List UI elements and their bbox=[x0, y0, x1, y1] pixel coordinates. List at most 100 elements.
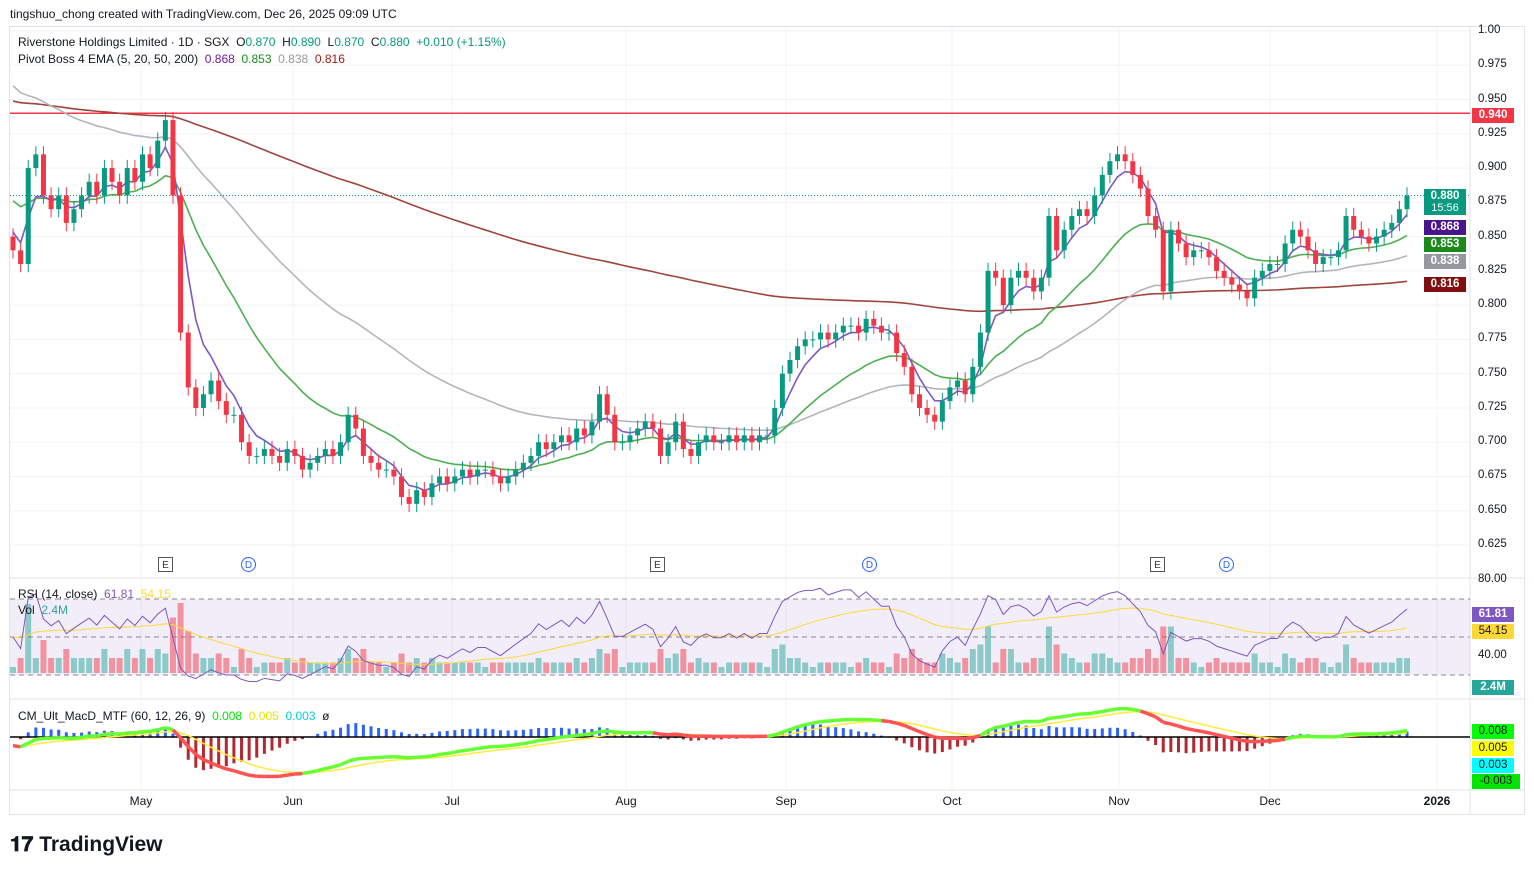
macd-histogram-bar bbox=[514, 730, 518, 738]
macd-histogram-bar bbox=[1108, 727, 1112, 738]
candle bbox=[635, 428, 641, 436]
ema20-value: 0.853 bbox=[241, 52, 272, 66]
candle bbox=[703, 435, 709, 443]
volume-bar bbox=[436, 662, 443, 673]
macd-line-segment bbox=[888, 719, 898, 725]
macd-line-segment bbox=[454, 748, 463, 754]
macd-line-segment bbox=[332, 763, 342, 769]
macd-line-segment bbox=[599, 729, 608, 734]
candle bbox=[711, 435, 717, 443]
macd-line-segment bbox=[835, 717, 844, 723]
volume-bar bbox=[680, 649, 687, 673]
candle bbox=[117, 181, 123, 196]
dividend-marker[interactable]: D bbox=[241, 557, 256, 572]
volume-bar bbox=[200, 658, 207, 673]
candle bbox=[1275, 264, 1281, 266]
macd-histogram-bar bbox=[872, 733, 876, 738]
volume-bar bbox=[109, 658, 116, 673]
candle bbox=[840, 325, 846, 333]
volume-bar bbox=[581, 662, 588, 673]
volume-bar bbox=[1030, 658, 1037, 673]
macd-histogram-bar bbox=[64, 732, 68, 738]
volume-bar bbox=[63, 649, 70, 673]
ema5-line bbox=[12, 145, 1408, 492]
volume-bar bbox=[939, 653, 946, 673]
candle bbox=[178, 195, 184, 333]
price-tick: 0.825 bbox=[1478, 263, 1507, 276]
macd-line-segment bbox=[104, 732, 113, 737]
candle bbox=[734, 435, 740, 443]
candle bbox=[597, 394, 603, 422]
volume-bar bbox=[1000, 649, 1007, 673]
volume-bar bbox=[908, 649, 915, 673]
macd-histogram-bar bbox=[499, 730, 503, 738]
candle bbox=[18, 250, 24, 265]
price-tick: 1.00 bbox=[1478, 24, 1501, 36]
macd-line-segment bbox=[1185, 726, 1195, 732]
macd-line-segment bbox=[820, 719, 829, 724]
volume-bar bbox=[497, 662, 504, 673]
macd-histogram-bar bbox=[57, 729, 61, 738]
macd-line-segment bbox=[12, 743, 21, 749]
candle bbox=[1061, 229, 1067, 251]
volume-bar bbox=[1145, 649, 1152, 673]
candle bbox=[650, 421, 656, 429]
macd-histogram-bar bbox=[392, 730, 396, 738]
macd-histogram-bar bbox=[1230, 737, 1234, 752]
volume-bar bbox=[985, 626, 992, 673]
macd-histogram-bar bbox=[1215, 737, 1219, 752]
price-tick: 0.650 bbox=[1478, 503, 1507, 516]
macd-line-segment bbox=[248, 773, 258, 779]
open-value: 0.870 bbox=[245, 35, 276, 49]
volume-bar bbox=[1358, 662, 1365, 673]
macd-histogram-bar bbox=[948, 737, 952, 750]
volume-bar bbox=[779, 644, 786, 673]
candle bbox=[1038, 277, 1044, 292]
logo-text: TradingView bbox=[39, 833, 163, 856]
macd-line-segment bbox=[1040, 716, 1050, 723]
candle bbox=[307, 462, 313, 470]
macd-hist-value: 0.003 bbox=[285, 709, 316, 723]
tradingview-logo[interactable]: 𝟏𝟕 TradingView bbox=[10, 833, 163, 857]
volume-bar bbox=[588, 658, 595, 673]
macd-line-segment bbox=[477, 745, 486, 751]
volume-bar bbox=[131, 658, 138, 673]
volume-bar bbox=[307, 662, 314, 673]
earnings-marker[interactable]: E bbox=[1150, 557, 1165, 572]
earnings-marker[interactable]: E bbox=[650, 557, 665, 572]
volume-bar bbox=[1175, 658, 1182, 673]
macd-histogram-bar bbox=[422, 733, 426, 738]
macd-line-segment bbox=[302, 770, 311, 776]
macd-line-segment bbox=[119, 731, 128, 736]
candle bbox=[109, 168, 115, 182]
volume-bar bbox=[10, 667, 16, 673]
volume-bar bbox=[1289, 658, 1296, 673]
volume-bar bbox=[977, 644, 984, 673]
time-tick: Jun bbox=[283, 794, 303, 808]
dividend-marker[interactable]: D bbox=[1219, 557, 1234, 572]
macd-histogram-bar bbox=[209, 737, 213, 769]
macd-line-segment bbox=[431, 752, 440, 758]
macd-line-segment bbox=[797, 723, 806, 729]
earnings-marker[interactable]: E bbox=[158, 557, 173, 572]
rsi-ma-price-label: 54.15 bbox=[1472, 624, 1514, 639]
macd-histogram-bar bbox=[1085, 728, 1089, 738]
dividend-marker[interactable]: D bbox=[862, 557, 877, 572]
candle bbox=[993, 270, 999, 278]
candle bbox=[764, 435, 770, 437]
macd-title: CM_Ult_MacD_MTF (60, 12, 26, 9) bbox=[18, 709, 206, 723]
volume-bar bbox=[878, 662, 885, 673]
candle bbox=[391, 469, 397, 477]
macd-histogram-bar bbox=[1192, 737, 1196, 753]
macd-histogram-bar bbox=[1176, 737, 1180, 753]
macd-line-segment bbox=[149, 728, 159, 733]
macd-histogram-bar bbox=[41, 727, 45, 738]
macd-histogram-bar bbox=[849, 729, 853, 738]
macd-histogram-bar bbox=[293, 737, 297, 741]
macd-line-segment bbox=[896, 721, 905, 728]
macd-histogram-bar bbox=[26, 732, 30, 738]
candle bbox=[353, 414, 359, 429]
macd-histogram-bar bbox=[270, 737, 274, 751]
candle bbox=[1381, 229, 1387, 237]
